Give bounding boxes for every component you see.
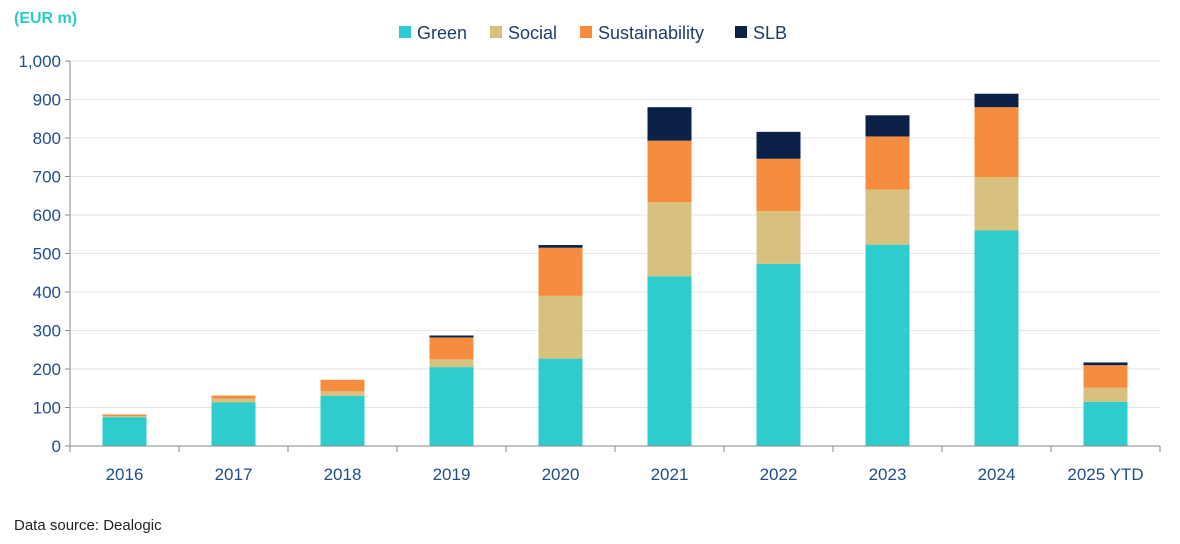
bar-slb-2022 [756,131,801,159]
x-tick-label: 2018 [324,465,362,484]
bar-social-2020 [538,295,583,359]
bar-sustainability-2023 [865,136,910,190]
bar-sustainability-2021 [647,140,692,203]
bar-sustainability-2018 [320,379,365,392]
bar-sustainability-2016 [102,414,147,416]
y-tick-label: 200 [33,360,61,379]
x-axis: 2016 2017 2018 2019 2020 2021 2022 2023 2024 2025… [69,445,1161,484]
y-tick-label: 0 [52,437,61,456]
bar-sustainability-2022 [756,158,801,212]
legend-label-social: Social [508,23,557,43]
bar-slb-2020 [538,245,583,248]
legend-label-slb: SLB [753,23,787,43]
x-tick-label: 2025 YTD [1067,465,1143,484]
x-tick-label: 2023 [869,465,907,484]
legend-swatch-green [399,26,411,38]
bar-slb-2023 [865,115,910,137]
legend: Green Social Sustainability SLB [399,23,787,43]
bar-green-2016 [102,417,147,446]
bar-green-2020 [538,358,583,446]
y-tick-label: 800 [33,129,61,148]
bar-social-2021 [647,202,692,277]
y-tick-label: 400 [33,283,61,302]
bar-slb-2024 [974,93,1019,108]
bar-sustainability-2020 [538,247,583,296]
y-tick-label: 700 [33,168,61,187]
x-tick-label: 2019 [433,465,471,484]
bar-social-2025-ytd [1083,387,1128,402]
y-tick-label: 900 [33,91,61,110]
bar-sustainability-2019 [429,337,474,360]
bar-green-2021 [647,276,692,446]
unit-label: (EUR m) [14,10,78,27]
bar-social-2023 [865,189,910,245]
bar-green-2019 [429,367,474,446]
bar-green-2024 [974,230,1019,446]
bar-sustainability-2024 [974,107,1019,178]
x-tick-label: 2022 [760,465,798,484]
bar-green-2022 [756,263,801,446]
bar-social-2019 [429,359,474,368]
y-axis: 0 100 200 300 400 500 600 700 800 900 1,000 [18,52,71,456]
legend-swatch-slb [735,26,747,38]
y-tick-label: 100 [33,399,61,418]
bar-green-2025-ytd [1083,401,1128,446]
bar-social-2017 [211,398,256,403]
legend-label-green: Green [417,23,467,43]
legend-swatch-sustainability [580,26,592,38]
x-tick-label: 2016 [106,465,144,484]
bar-social-2018 [320,391,365,396]
bar-green-2017 [211,402,256,446]
x-tick-label: 2024 [978,465,1016,484]
legend-label-sustainability: Sustainability [598,23,704,43]
bar-slb-2019 [429,335,474,338]
y-tick-label: 600 [33,206,61,225]
bar-green-2023 [865,244,910,446]
y-tick-label: 500 [33,245,61,264]
bar-social-2024 [974,177,1019,231]
y-tick-label: 300 [33,322,61,341]
bar-sustainability-2017 [211,395,256,399]
bars [102,93,1128,446]
bar-social-2022 [756,211,801,264]
bar-slb-2021 [647,107,692,141]
source-note: Data source: Dealogic [14,517,162,534]
bar-sustainability-2025-ytd [1083,365,1128,388]
legend-swatch-social [490,26,502,38]
bar-green-2018 [320,395,365,446]
bar-social-2016 [102,415,147,418]
x-tick-label: 2020 [542,465,580,484]
bar-slb-2025-ytd [1083,362,1128,366]
y-tick-label: 1,000 [18,52,61,71]
x-tick-label: 2021 [651,465,689,484]
x-tick-label: 2017 [215,465,253,484]
